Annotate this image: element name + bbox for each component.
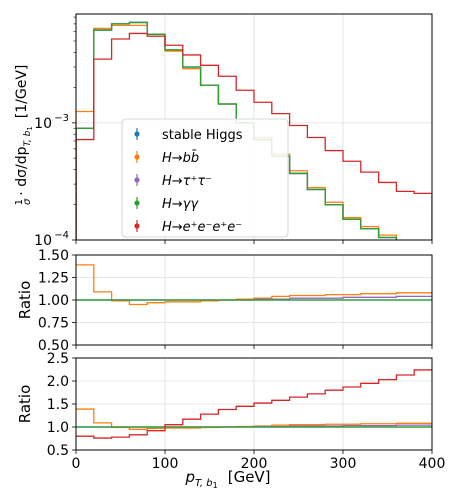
- legend-label: H→τ⁺τ⁻: [162, 174, 212, 189]
- y-label-subsub: 1: [26, 126, 34, 130]
- legend-marker: [134, 154, 140, 160]
- x-label-main: p: [184, 468, 195, 486]
- panel-2: 0.5 1.0 1.5 2.0 2.5 Ratio: [16, 351, 433, 459]
- y-tick-label: 1.00: [38, 293, 69, 309]
- panel-1: 0.50 0.75 1.00 1.25 1.50 Ratio: [16, 248, 433, 354]
- legend-marker: [134, 200, 140, 206]
- x-tick-label: 100: [152, 456, 179, 472]
- legend-item-3: H→γγ: [134, 197, 199, 212]
- panel-frame: [75, 254, 433, 346]
- legend-label: H→γγ: [162, 197, 199, 212]
- y-label-sub: T, b: [23, 130, 33, 146]
- series-line-4: [76, 369, 432, 439]
- y-tick-label: 0.5: [47, 443, 69, 459]
- legend-label: stable Higgs: [162, 128, 243, 143]
- x-tick-label: 200: [241, 456, 268, 472]
- panel-frame: [75, 357, 433, 451]
- y-tick-label: 1.0: [47, 420, 69, 436]
- series-line-1: [76, 264, 432, 306]
- series-line-4: [76, 32, 432, 240]
- y-tick-label: 10: [34, 233, 52, 249]
- y-tick-exponent: −3: [54, 113, 69, 124]
- x-tick-label: 300: [330, 456, 357, 472]
- x-label-unit: [GeV]: [228, 468, 271, 486]
- x-axis-label: pT, b1 [GeV]: [184, 468, 270, 490]
- y-tick-label: 0.75: [38, 316, 69, 332]
- x-label-sub: T, b: [195, 478, 213, 489]
- x-label-subsub: 1: [213, 481, 218, 490]
- x-tick-label: 0: [72, 456, 81, 472]
- y-axis-label: 1σ· dσ/dpT, b1[1/GeV]: [14, 65, 34, 206]
- x-tick-label: 400: [419, 456, 446, 472]
- y-axis-label: Ratio: [16, 385, 34, 424]
- legend-marker: [134, 131, 140, 137]
- legend-label: H→bb̄: [162, 151, 199, 166]
- y-tick-label: 0.50: [38, 338, 69, 354]
- y-label-frac-den: σ: [22, 198, 33, 205]
- panel-frame: [75, 13, 433, 241]
- y-axis-label: Ratio: [16, 281, 34, 320]
- y-tick-label: 2.0: [47, 374, 69, 390]
- legend-marker: [134, 223, 140, 229]
- y-label-frac-num: 1: [14, 199, 25, 205]
- legend-label: H→e⁺e⁻e⁺e⁻: [162, 220, 242, 235]
- y-tick-label: 2.5: [47, 351, 69, 367]
- y-tick-exponent: −4: [54, 230, 69, 241]
- legend-item-2: H→τ⁺τ⁻: [134, 174, 212, 189]
- y-tick-label: 1.5: [47, 397, 69, 413]
- y-tick-label: 1.25: [38, 271, 69, 287]
- y-tick-label: 1.50: [38, 248, 69, 264]
- legend-box: [121, 118, 289, 238]
- y-label-unit: [1/GeV]: [14, 65, 30, 119]
- legend-marker: [134, 177, 140, 183]
- legend-item-4: H→e⁺e⁻e⁺e⁻: [134, 220, 242, 235]
- y-label-main: · dσ/dp: [14, 146, 30, 195]
- legend-item-0: stable Higgs: [134, 128, 243, 143]
- legend: stable Higgs H→bb̄ H→τ⁺τ⁻ H→γγ H→e⁺e⁻e⁺e⁻: [121, 118, 289, 238]
- y-tick-label: 10: [34, 116, 52, 132]
- legend-item-1: H→bb̄: [134, 151, 199, 166]
